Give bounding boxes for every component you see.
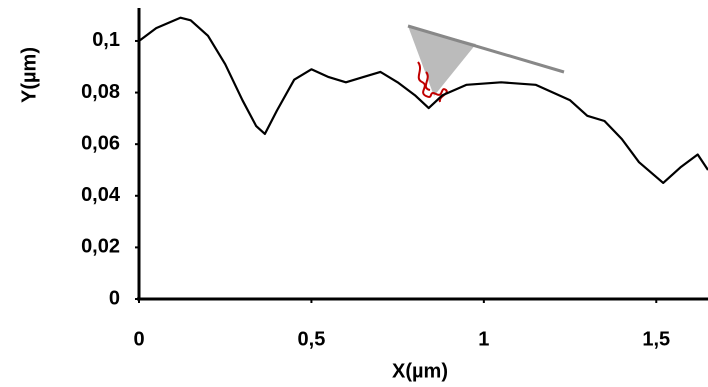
data-line	[138, 16, 708, 184]
probe-tip	[408, 26, 476, 96]
y-tick-label: 0,1	[92, 29, 120, 51]
y-tick-label: 0,06	[81, 132, 120, 154]
x-tick-label: 0,5	[298, 328, 326, 350]
y-axis-label: Y(µm)	[18, 47, 40, 103]
x-axis-label: X(µm)	[392, 360, 448, 382]
x-tick-label: 1,5	[642, 328, 670, 350]
cantilever	[407, 24, 565, 74]
y-tick-label: 0,08	[81, 81, 120, 103]
x-tick-label: 1	[478, 328, 489, 350]
x-tick-label: 0	[133, 328, 144, 350]
y-tick-label: 0,04	[81, 184, 121, 206]
y-tick-label: 0	[109, 287, 120, 309]
molecule	[417, 61, 448, 103]
y-tick-label: 0,02	[81, 236, 120, 258]
